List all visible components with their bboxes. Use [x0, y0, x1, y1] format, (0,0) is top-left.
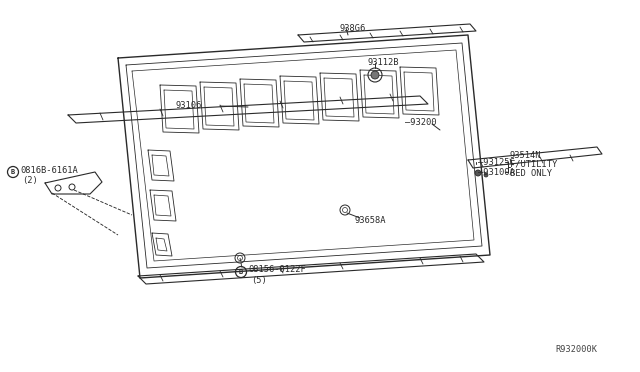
- Text: R932000K: R932000K: [555, 346, 597, 355]
- Text: 93112B: 93112B: [368, 58, 399, 67]
- Text: (2): (2): [22, 176, 38, 185]
- Text: 938G6: 938G6: [340, 23, 366, 32]
- Text: 08156-8122F: 08156-8122F: [248, 266, 306, 275]
- Text: BED ONLY: BED ONLY: [510, 169, 552, 177]
- Text: 93106: 93106: [175, 100, 201, 109]
- Circle shape: [484, 173, 488, 177]
- Text: F/UTILITY: F/UTILITY: [510, 160, 557, 169]
- Text: –93200: –93200: [405, 118, 436, 126]
- Text: –93100A: –93100A: [478, 167, 515, 176]
- Text: –93125C: –93125C: [478, 157, 515, 167]
- Circle shape: [475, 170, 481, 176]
- Text: 93658A: 93658A: [355, 215, 387, 224]
- Circle shape: [371, 71, 379, 79]
- Text: B: B: [11, 169, 15, 175]
- Text: (5): (5): [251, 276, 267, 285]
- Text: B: B: [239, 269, 243, 275]
- Text: 0816B-6161A: 0816B-6161A: [20, 166, 77, 174]
- Text: 93514N: 93514N: [510, 151, 541, 160]
